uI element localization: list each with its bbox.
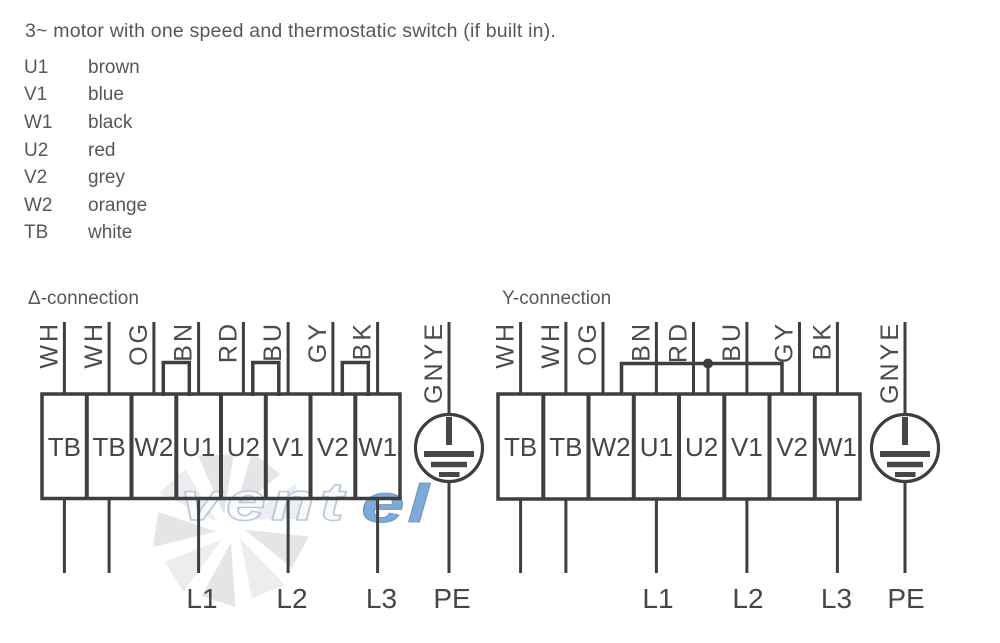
delta-supply-labels: L1 L2 L3 PE: [186, 583, 470, 614]
legend-color-name: white: [88, 222, 133, 244]
legend-color-name: blue: [88, 84, 124, 106]
delta-terminal-w2: W2: [134, 432, 173, 462]
y-wire-color-labels: WH WH OG BN RD BU GY BK GNYE: [492, 321, 904, 404]
delta-diagram: TB TB W2 U1 U2 V1 V2 W1 WH W: [35, 321, 485, 614]
delta-earth-ground-icon: [413, 322, 485, 573]
delta-wire-label-gnye: GNYE: [420, 321, 448, 404]
y-terminal-u1: U1: [640, 432, 673, 462]
delta-wire-label-og: OG: [125, 321, 153, 366]
junction-dot: [703, 358, 713, 369]
legend-terminal: U2: [24, 139, 49, 161]
delta-label-pe: PE: [433, 583, 470, 614]
y-label-l1: L1: [642, 583, 673, 614]
delta-terminal-u2: U2: [227, 432, 260, 462]
delta-wire-label-rd: RD: [214, 321, 242, 363]
bridge-jumper-w2-u1: [161, 360, 192, 396]
delta-wire-color-labels: WH WH OG BN RD BU GY BK GNYE: [35, 321, 448, 404]
y-wire-label-og: OG: [574, 321, 602, 366]
y-terminal-labels: TB TB W2 U1 U2 V1 V2 W1: [504, 432, 857, 462]
legend-row: U2 red: [24, 137, 147, 165]
delta-label-l3: L3: [366, 583, 397, 614]
y-terminal-v1: V1: [731, 432, 763, 462]
y-terminal-w2: W2: [592, 432, 631, 462]
delta-label-l1: L1: [186, 583, 217, 614]
delta-wire-label-wh-2: WH: [80, 321, 108, 369]
y-terminal-tb-2: TB: [549, 432, 582, 462]
y-terminal-u2: U2: [685, 432, 718, 462]
legend-row: V2 grey: [24, 164, 147, 192]
y-supply-labels: L1 L2 L3 PE: [642, 583, 924, 614]
delta-terminal-tb-1: TB: [48, 432, 81, 462]
delta-wire-label-bn: BN: [170, 321, 198, 362]
delta-terminal-labels: TB TB W2 U1 U2 V1 V2 W1: [48, 432, 397, 462]
delta-label-l2: L2: [276, 583, 307, 614]
page-title: 3~ motor with one speed and thermostatic…: [25, 20, 557, 42]
y-wire-label-wh-1: WH: [492, 321, 520, 369]
y-label-pe: PE: [887, 583, 924, 614]
legend-row: W2 orange: [24, 192, 147, 220]
bridge-jumper-u2-v1: [251, 360, 281, 396]
y-top-wires: [519, 322, 839, 395]
y-label-l3: L3: [821, 583, 852, 614]
legend-color-name: red: [88, 139, 116, 161]
legend-terminal: W1: [24, 111, 53, 133]
legend-terminal: U1: [24, 56, 49, 78]
wire-color-legend: U1 brown V1 blue W1 black U2 red V2 grey…: [24, 54, 147, 247]
legend-row: W1 black: [24, 109, 147, 137]
fan-watermark-icon: [153, 452, 309, 607]
legend-color-name: grey: [88, 167, 125, 189]
delta-terminal-tb-2: TB: [92, 432, 125, 462]
legend-terminal: V2: [24, 167, 48, 189]
legend-color-name: orange: [88, 194, 148, 216]
y-star-point-bridge: [619, 358, 784, 395]
y-wire-label-wh-2: WH: [537, 321, 565, 369]
y-wire-label-gnye: GNYE: [876, 321, 904, 404]
delta-wire-label-gy: GY: [304, 321, 332, 363]
watermark-text-el: el: [361, 474, 432, 534]
y-wire-label-bn: BN: [627, 321, 655, 362]
delta-top-wires: [62, 322, 380, 395]
delta-wire-label-wh-1: WH: [35, 321, 63, 369]
legend-row: U1 brown: [24, 54, 147, 82]
y-bottom-wires: [519, 499, 839, 573]
y-label-l2: L2: [732, 583, 763, 614]
y-terminal-tb-1: TB: [504, 432, 537, 462]
delta-bridge-jumpers: [161, 360, 371, 396]
delta-terminal-w1: W1: [358, 432, 397, 462]
legend-row: TB white: [24, 220, 147, 248]
y-terminal-w1: W1: [818, 432, 857, 462]
y-terminal-dividers: [541, 394, 817, 499]
delta-terminal-dividers: [84, 394, 358, 499]
legend-terminal: TB: [24, 222, 49, 244]
star-bridge-bar: [619, 361, 784, 395]
y-wire-label-bk: BK: [808, 321, 836, 360]
delta-terminal-u1: U1: [182, 432, 215, 462]
watermark-text-vent: vent: [181, 472, 349, 532]
legend-row: V1 blue: [24, 82, 147, 110]
legend-color-name: black: [88, 111, 133, 133]
y-wire-label-rd: RD: [665, 321, 693, 363]
delta-terminal-v2: V2: [317, 432, 349, 462]
legend-terminal: V1: [24, 84, 48, 106]
delta-connection-title: Δ-connection: [28, 288, 139, 309]
y-wire-label-gy: GY: [771, 321, 799, 363]
delta-wire-label-bk: BK: [349, 321, 377, 360]
legend-color-name: brown: [88, 56, 140, 78]
delta-wire-label-bu: BU: [259, 321, 287, 362]
delta-bottom-wires: [62, 498, 380, 573]
y-terminal-v2: V2: [776, 432, 808, 462]
legend-terminal: W2: [24, 194, 53, 216]
delta-terminal-v1: V1: [272, 432, 304, 462]
bridge-jumper-v2-w1: [340, 360, 371, 396]
y-wire-label-bu: BU: [718, 321, 746, 362]
y-diagram: TB TB W2 U1 U2 V1 V2 W1 WH W: [492, 321, 941, 614]
y-earth-ground-icon: [869, 322, 941, 573]
watermark: vent el: [153, 452, 432, 607]
y-connection-title: Y-connection: [502, 288, 612, 309]
